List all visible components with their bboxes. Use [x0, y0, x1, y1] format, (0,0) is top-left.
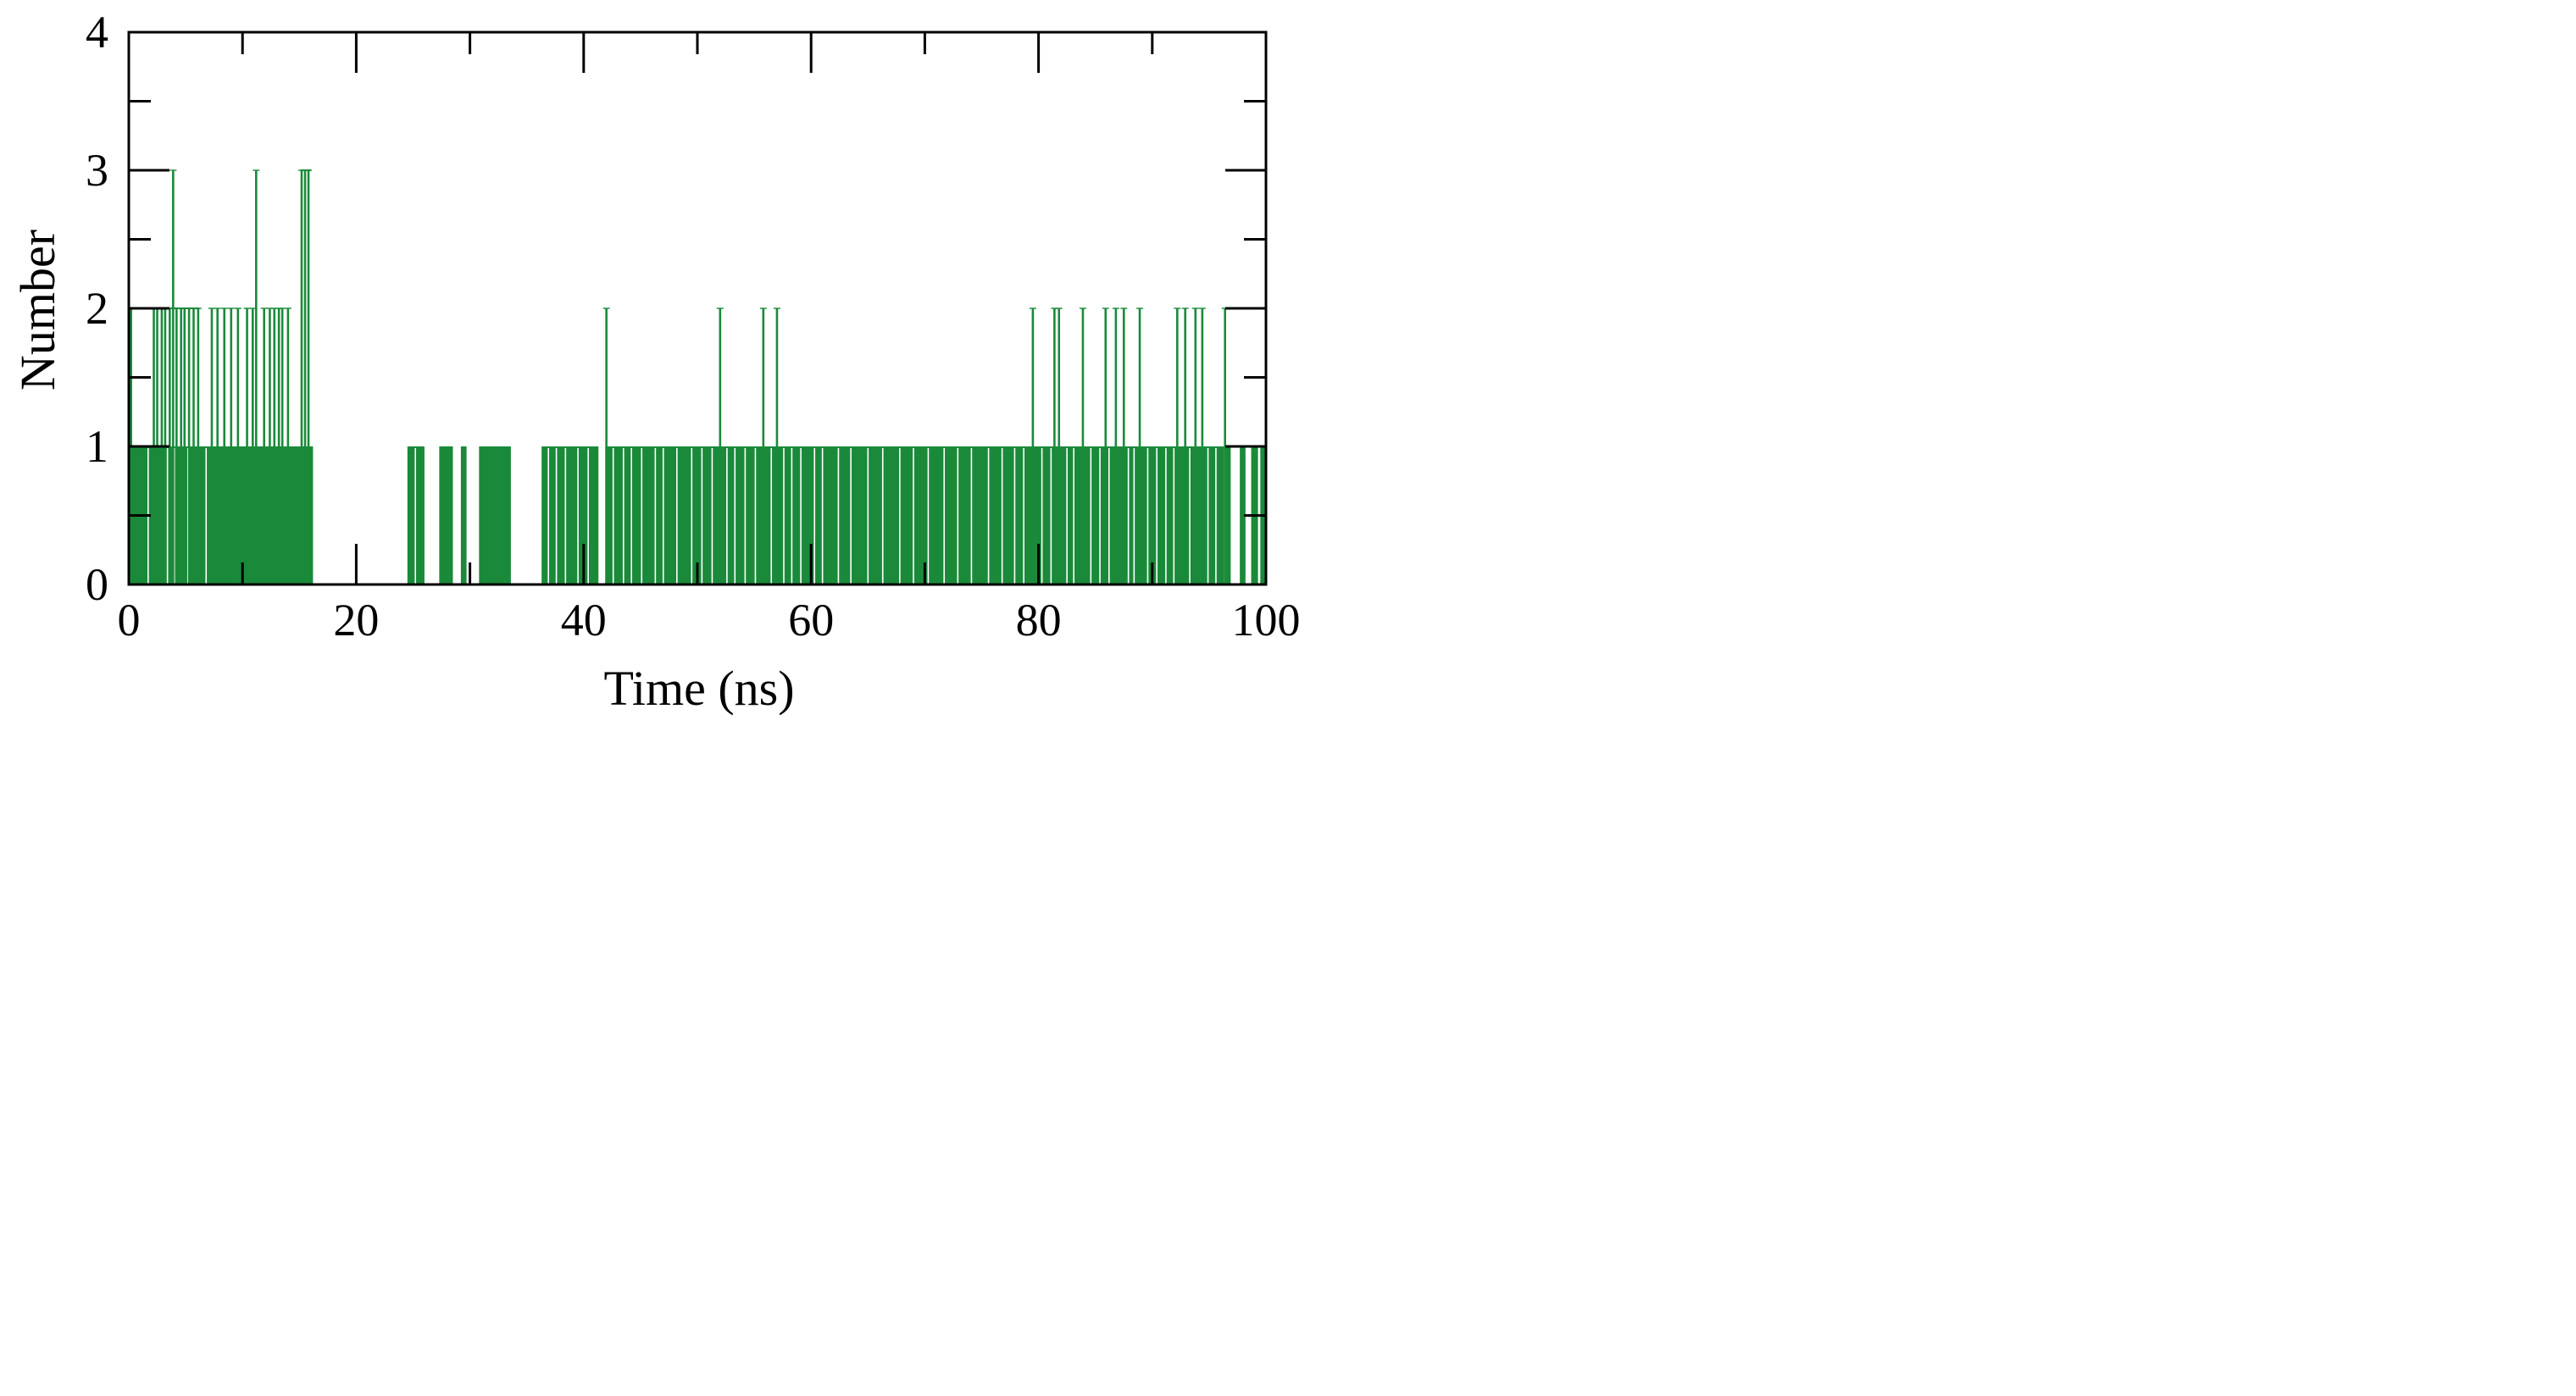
plot-area [127, 169, 1266, 584]
y-tick-label: 0 [86, 559, 108, 610]
data-spike [263, 308, 265, 584]
data-spike [1176, 308, 1179, 584]
data-spike [605, 308, 608, 584]
data-spike [300, 170, 303, 584]
y-tick-label: 3 [86, 145, 108, 196]
x-tick-label: 0 [118, 595, 141, 645]
y-tick-label: 1 [86, 421, 108, 472]
data-spike [230, 308, 233, 584]
x-axis-ticks: 0 20 40 60 80 100 [118, 32, 1301, 645]
data-spike [1114, 308, 1118, 584]
data-spike [187, 308, 191, 584]
data-spike [175, 308, 178, 584]
x-tick-label: 80 [1016, 595, 1062, 645]
x-tick-label: 100 [1232, 595, 1301, 645]
data-block [1240, 446, 1246, 584]
data-spike [1058, 308, 1061, 584]
data-block [541, 446, 599, 584]
chart: 0 20 40 60 80 100 0 1 2 3 4 Time (ns) Number [10, 7, 1301, 716]
data-spike [303, 170, 307, 584]
y-axis-title: Number [10, 230, 65, 391]
data-spike [762, 308, 765, 584]
x-tick-label: 20 [333, 595, 379, 645]
y-axis-ticks: 0 1 2 3 4 [86, 7, 1266, 610]
data-spike [1184, 308, 1187, 584]
data-spike [1194, 308, 1197, 584]
data-spike [251, 308, 254, 584]
data-spike [775, 308, 779, 584]
data-spike [286, 308, 290, 584]
x-tick-label: 40 [561, 595, 607, 645]
y-tick-label: 4 [86, 7, 108, 58]
data-block [439, 446, 453, 584]
data-spike [236, 308, 240, 584]
data-spike [169, 308, 171, 584]
data-block [460, 446, 467, 584]
data-spike [180, 308, 183, 584]
data-spike [192, 308, 195, 584]
data-spike [223, 308, 226, 584]
x-tick-label: 60 [788, 595, 834, 645]
data-spike [172, 170, 175, 584]
data-spike [197, 308, 200, 584]
data-spike [255, 170, 258, 584]
data-spike [719, 308, 722, 584]
data-spike [246, 308, 248, 584]
data-spike [1201, 308, 1204, 584]
data-spike [273, 308, 276, 584]
data-spike [307, 170, 310, 584]
data-spike [1138, 308, 1141, 584]
data-spike [216, 308, 219, 584]
data-spike [1224, 308, 1226, 584]
data-spike [1053, 308, 1056, 584]
data-block [1226, 446, 1231, 584]
data-block [605, 446, 1224, 584]
data-spike [210, 308, 214, 584]
data-spike [269, 308, 271, 584]
data-spike [1122, 308, 1125, 584]
data-block [479, 446, 511, 584]
data-spike [1031, 308, 1035, 584]
data-spike [1081, 308, 1085, 584]
x-axis-title: Time (ns) [603, 661, 794, 716]
data-spike [183, 308, 186, 584]
data-spike [1104, 308, 1108, 584]
y-tick-label: 2 [86, 283, 108, 334]
data-spike [280, 308, 284, 584]
data-spike [277, 308, 280, 584]
